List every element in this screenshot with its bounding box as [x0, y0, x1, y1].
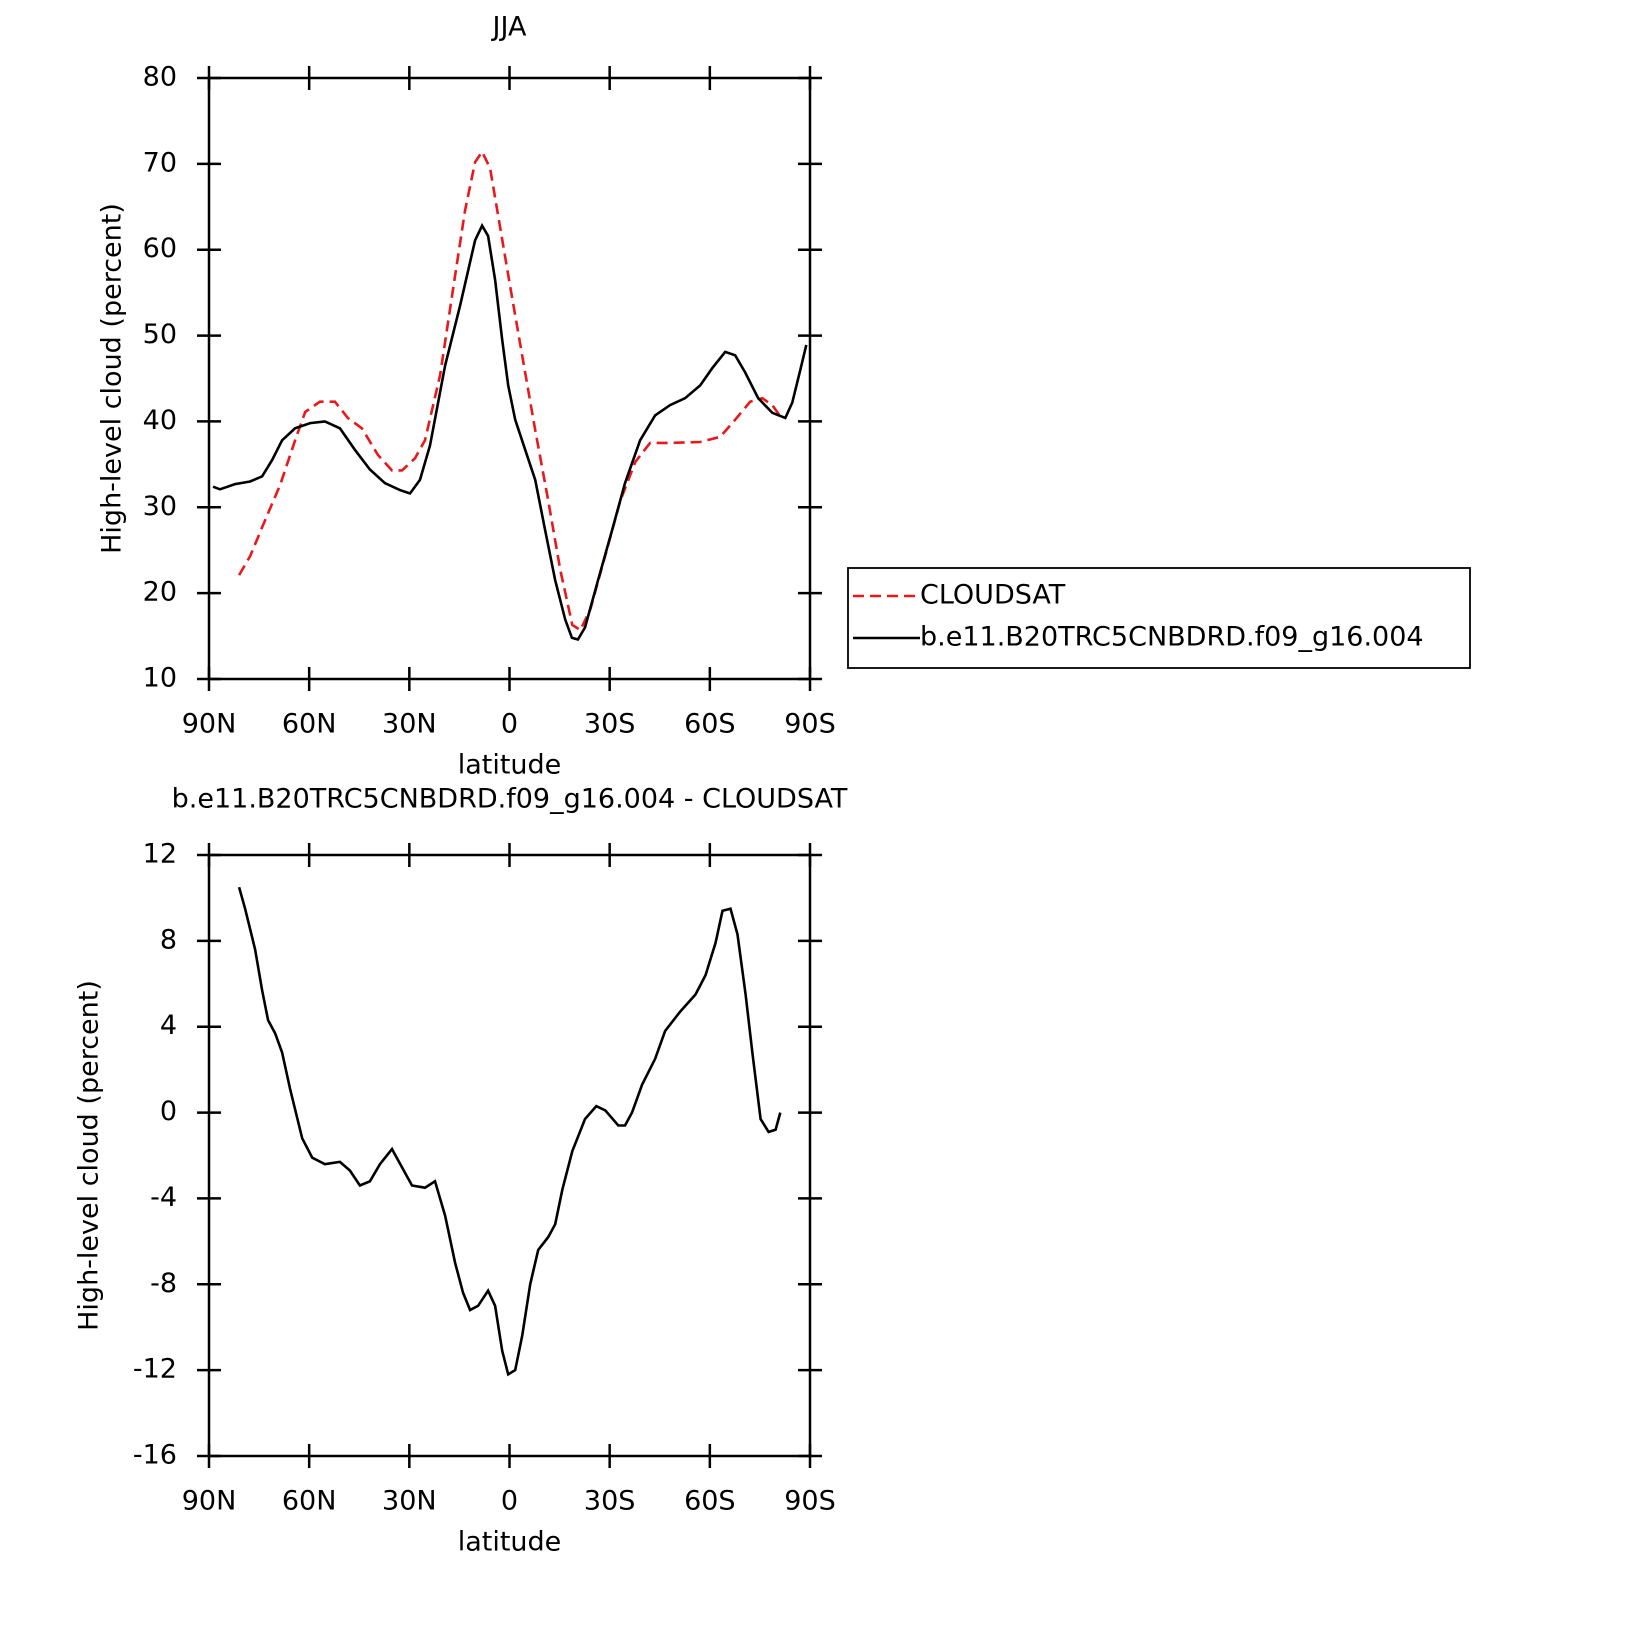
data-line — [237, 149, 782, 632]
y-tick-label: 10 — [143, 663, 177, 694]
y-tick-label: 70 — [143, 147, 177, 178]
y-tick-label: 20 — [143, 577, 177, 608]
plot-frame — [207, 76, 812, 681]
x-tick-label: 60N — [282, 1486, 337, 1517]
y-tick-label: -8 — [150, 1268, 177, 1299]
y-tick-label: 80 — [143, 62, 177, 93]
chart-title: JJA — [491, 12, 527, 43]
data-line — [237, 886, 782, 1377]
y-tick-label: 40 — [143, 405, 177, 436]
y-tick-label: 50 — [143, 319, 177, 350]
data-line — [212, 222, 808, 642]
x-tick-label: 60N — [282, 709, 337, 740]
x-tick-label: 0 — [501, 1486, 518, 1517]
y-tick-label: 12 — [143, 839, 177, 870]
x-tick-label: 0 — [501, 709, 518, 740]
x-tick-label: 90S — [784, 709, 836, 740]
y-tick-label: 0 — [160, 1096, 177, 1127]
y-tick-label: 60 — [143, 233, 177, 264]
x-tick-label: 60S — [684, 1486, 736, 1517]
y-tick-label: 8 — [160, 924, 177, 955]
x-axis-label: latitude — [458, 750, 562, 781]
x-tick-label: 60S — [684, 709, 736, 740]
chart-title: b.e11.B20TRC5CNBDRD.f09_g16.004 - CLOUDS… — [172, 784, 848, 815]
x-tick-label: 90S — [784, 1486, 836, 1517]
x-tick-label: 30N — [382, 709, 437, 740]
x-tick-label: 30N — [382, 1486, 437, 1517]
x-tick-label: 90N — [182, 709, 237, 740]
plot-frame — [207, 853, 812, 1458]
x-tick-label: 90N — [182, 1486, 237, 1517]
y-axis-label: High-level cloud (percent) — [97, 203, 128, 554]
legend-box — [847, 567, 1471, 669]
x-tick-label: 30S — [584, 709, 636, 740]
y-tick-label: -16 — [133, 1440, 177, 1471]
legend-label: CLOUDSAT — [920, 580, 1066, 611]
y-tick-label: -4 — [150, 1182, 177, 1213]
y-tick-label: 4 — [160, 1010, 177, 1041]
legend-label: b.e11.B20TRC5CNBDRD.f09_g16.004 — [920, 622, 1424, 653]
y-tick-label: 30 — [143, 491, 177, 522]
x-tick-label: 30S — [584, 1486, 636, 1517]
y-tick-label: -12 — [133, 1354, 177, 1385]
y-axis-label: High-level cloud (percent) — [74, 980, 105, 1331]
x-axis-label: latitude — [458, 1527, 562, 1558]
